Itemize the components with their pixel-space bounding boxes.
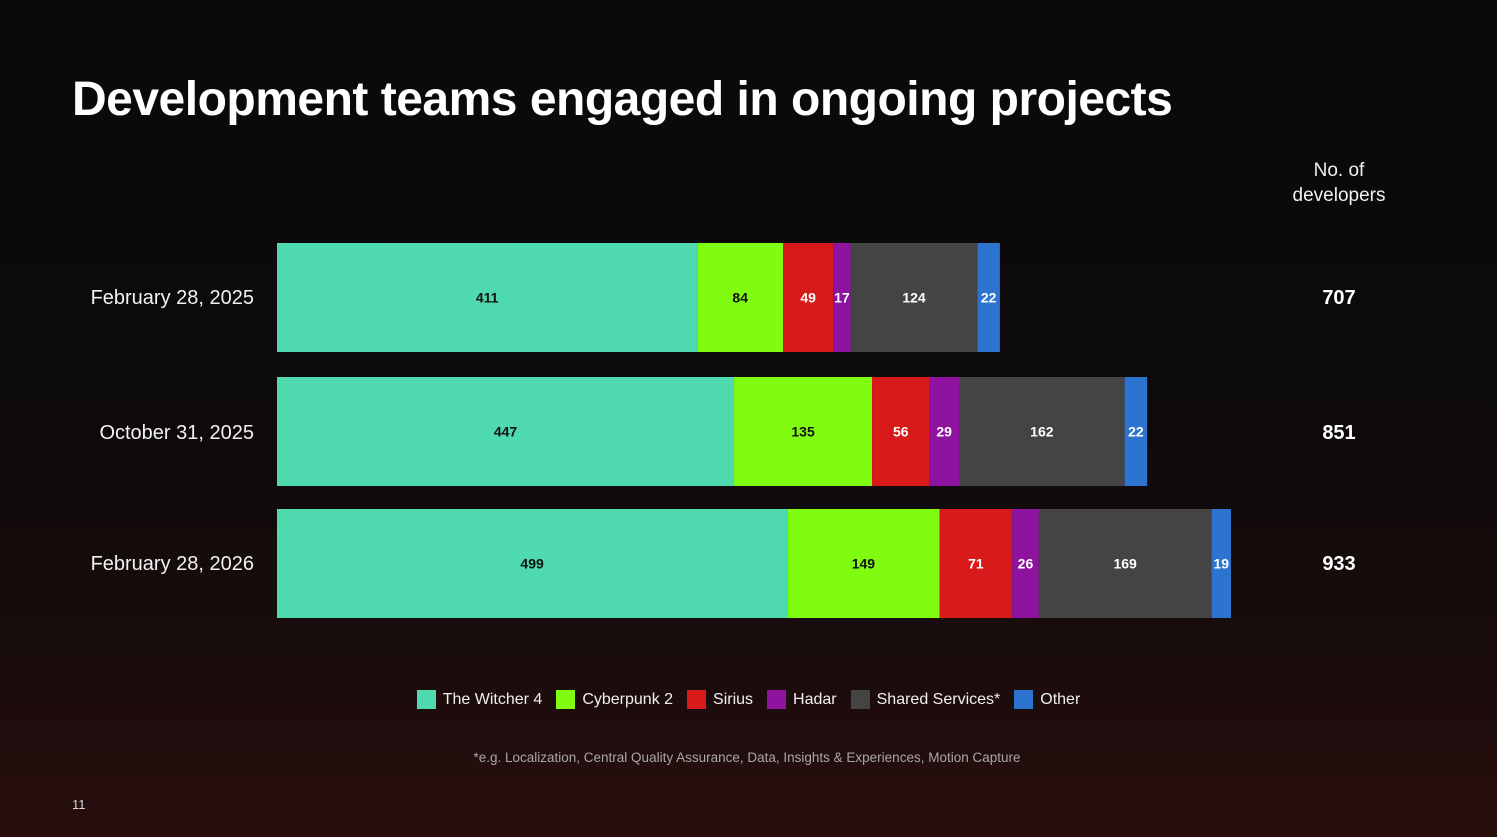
row-total: 851	[1322, 422, 1356, 444]
bar-segment	[850, 243, 978, 352]
bar-value-label: 56	[893, 424, 909, 440]
bar-segment	[277, 509, 788, 618]
bar-value-label: 149	[852, 556, 876, 572]
bar-value-label: 29	[936, 424, 952, 440]
legend-swatch	[556, 690, 576, 709]
bar-value-label: 135	[791, 424, 815, 440]
bar-value-label: 17	[834, 290, 850, 306]
bar-segment	[277, 243, 698, 352]
bar-segment	[1038, 509, 1212, 618]
page-number: 11	[72, 797, 86, 812]
bar-value-label: 26	[1018, 556, 1034, 572]
bar-value-label: 22	[981, 290, 997, 306]
legend-label: Hadar	[793, 690, 837, 708]
total-column-header: No. of developers	[1279, 158, 1399, 208]
row-total: 707	[1322, 287, 1356, 309]
row-total: 933	[1322, 553, 1356, 575]
bar-segment	[787, 509, 940, 618]
bar-segment	[833, 243, 851, 352]
bar-value-label: 71	[968, 556, 984, 572]
legend-label: Sirius	[713, 690, 754, 708]
row-label: February 28, 2026	[90, 553, 254, 575]
bar-segment	[734, 377, 873, 486]
legend-item: Cyberpunk 2	[556, 690, 673, 709]
bar-value-label: 22	[1128, 424, 1144, 440]
legend-item: The Witcher 4	[416, 690, 543, 709]
row-label: October 31, 2025	[99, 422, 254, 444]
bar-value-label: 84	[732, 290, 748, 306]
bar-segment	[872, 377, 930, 486]
chart-legend: The Witcher 4 Cyberpunk 2 Sirius Hadar S…	[0, 690, 1497, 709]
legend-item: Sirius	[687, 690, 753, 709]
page-title: Development teams engaged in ongoing pro…	[72, 73, 1173, 126]
bar-value-label: 411	[476, 290, 499, 306]
total-header-line-1: No. of	[1313, 160, 1365, 181]
bar-segment	[1211, 509, 1231, 618]
bar-segment	[1124, 377, 1148, 486]
legend-swatch	[416, 690, 436, 709]
legend-swatch	[1014, 690, 1034, 709]
bar-value-label: 169	[1113, 556, 1137, 572]
legend-label: Shared Services*	[876, 690, 1001, 708]
legend-label: Cyberpunk 2	[582, 690, 674, 708]
bar-segment	[959, 377, 1125, 486]
bar-segment	[939, 509, 1013, 618]
footnote: *e.g. Localization, Central Quality Assu…	[473, 750, 1021, 765]
legend-label: The Witcher 4	[442, 690, 543, 708]
bar-value-label: 499	[520, 556, 544, 572]
legend-swatch	[767, 690, 787, 709]
bar-segment	[977, 243, 1000, 352]
bar-value-label: 124	[902, 290, 926, 306]
bar-segment	[277, 377, 735, 486]
legend-swatch	[687, 690, 707, 709]
bar-segment	[697, 243, 784, 352]
bar-segment	[783, 243, 834, 352]
bar-value-label: 162	[1030, 424, 1054, 440]
legend-swatch	[850, 690, 870, 709]
legend-label: Other	[1040, 690, 1081, 708]
bar-value-label: 447	[494, 424, 518, 440]
bar-segment	[1012, 509, 1039, 618]
legend-item: Shared Services*	[850, 690, 1001, 709]
total-header-line-2: developers	[1292, 185, 1386, 206]
bar-segment	[929, 377, 960, 486]
legend-item: Other	[1014, 690, 1080, 709]
row-label: February 28, 2025	[90, 287, 254, 309]
legend-item: Hadar	[767, 690, 837, 709]
bar-value-label: 49	[800, 290, 816, 306]
bar-value-label: 19	[1213, 556, 1229, 572]
